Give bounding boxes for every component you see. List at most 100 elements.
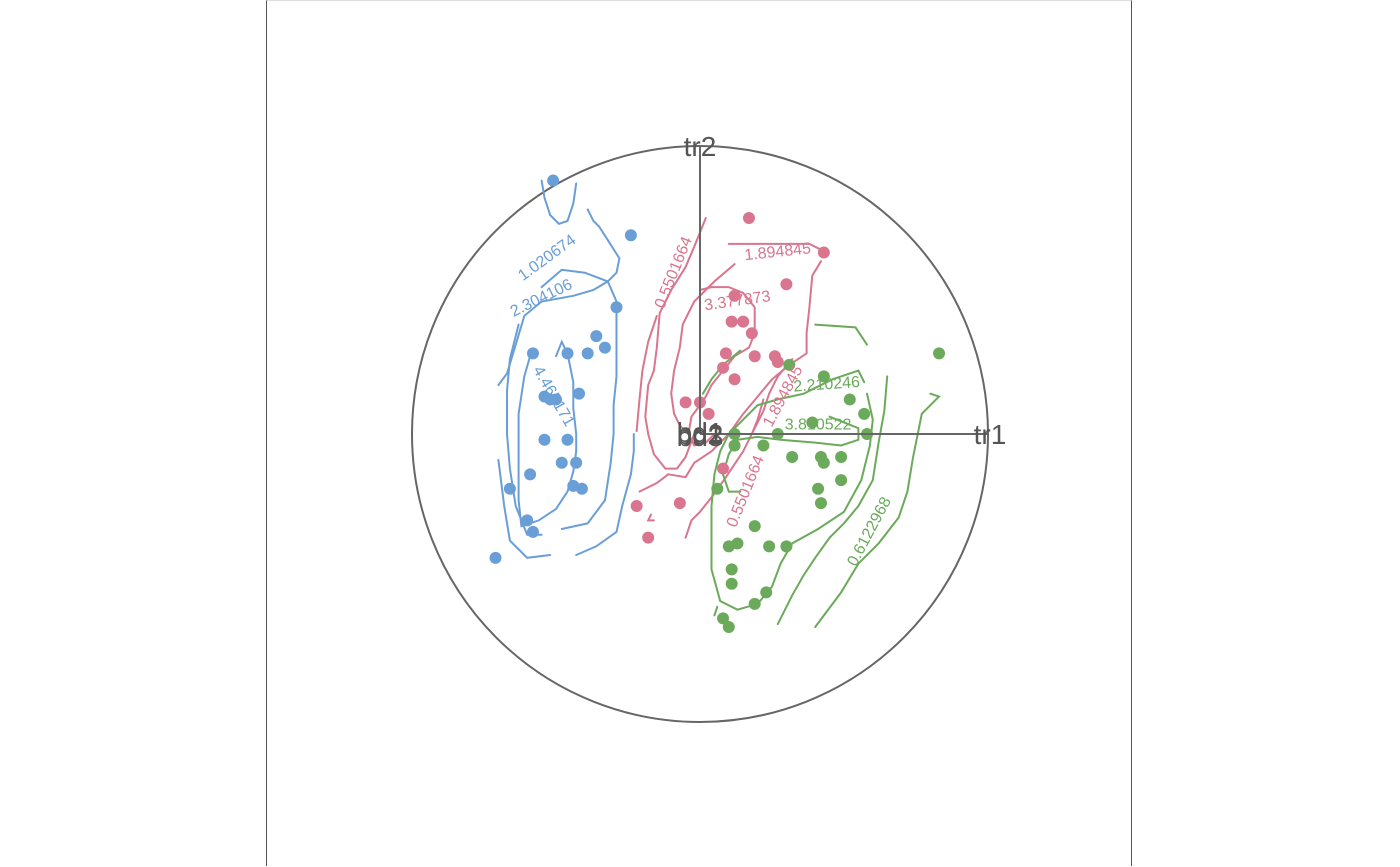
pink-contour-label: 1.894845 — [744, 240, 812, 264]
pink-contour-line — [638, 473, 670, 493]
blue-contour-line — [497, 458, 552, 559]
green-data-point — [711, 482, 724, 495]
pink-data-point — [642, 531, 655, 544]
blue-contour-label: 1.020674 — [515, 232, 579, 285]
green-contour-label: 3.810522 — [785, 417, 852, 434]
pink-data-point — [673, 497, 686, 510]
blue-data-point — [573, 387, 586, 400]
blue-data-point — [624, 229, 637, 242]
pink-data-point — [728, 373, 741, 386]
green-data-point — [835, 451, 848, 464]
pink-data-point — [745, 327, 758, 340]
pink-data-point — [725, 315, 738, 328]
pink-data-point — [737, 315, 750, 328]
pink-data-point — [717, 361, 730, 374]
blue-contour-line — [540, 268, 618, 530]
pink-contour-label: 0.5501664 — [652, 234, 696, 311]
green-contour-label: 2.210246 — [793, 374, 861, 396]
blue-data-point — [561, 347, 574, 360]
blue-data-point — [555, 456, 568, 469]
axis-label-tr1: tr1 — [974, 419, 1007, 450]
blue-data-point — [550, 393, 562, 406]
green-data-point — [717, 612, 730, 625]
green-data-point — [728, 439, 741, 452]
pink-contour-line — [684, 398, 765, 539]
blue-data-point — [570, 456, 583, 469]
plot-panel: tr1 tr2 bd1 bd2 bd3 1.020674 2.304106 4.465171… — [266, 0, 1132, 866]
green-data-point — [748, 520, 761, 533]
green-data-point — [760, 586, 773, 599]
pink-data-point — [679, 396, 692, 409]
green-data-point — [725, 577, 738, 590]
pink-data-point — [748, 350, 761, 363]
blue-data-point — [526, 525, 539, 538]
blue-contour-label: 2.304106 — [508, 276, 576, 321]
blue-contour-label: 4.465171 — [529, 363, 577, 429]
green-data-point — [814, 497, 827, 510]
green-data-point — [722, 620, 735, 633]
blue-contour-line — [540, 179, 578, 225]
blue-data-point — [590, 330, 603, 343]
blue-contour-line — [575, 433, 635, 556]
green-data-point — [763, 540, 776, 553]
blue-data-point — [503, 482, 516, 495]
pink-data-point — [702, 407, 715, 420]
blue-contour-line — [506, 323, 543, 536]
pink-contour-line — [646, 513, 655, 522]
axis-label-bd2: bd2 — [677, 419, 724, 450]
green-contour-line — [713, 605, 719, 617]
green-contour-line — [721, 415, 860, 493]
green-data-point — [725, 563, 738, 576]
green-data-point — [835, 474, 848, 487]
pink-contour-line — [750, 358, 794, 435]
blue-data-point — [610, 301, 623, 314]
green-data-point — [786, 451, 799, 464]
green-contour-line — [710, 369, 874, 611]
blue-data-point — [538, 433, 551, 446]
pink-data-point — [728, 289, 741, 302]
pink-contour-line — [670, 263, 736, 435]
pink-data-point — [780, 278, 793, 291]
blue-data-point — [561, 433, 574, 446]
green-data-point — [843, 393, 856, 406]
green-data-point — [812, 482, 825, 495]
pink-contour-line — [667, 260, 822, 479]
green-contour-line — [701, 349, 742, 395]
blue-data-point — [598, 341, 611, 354]
green-data-point — [780, 540, 793, 553]
green-data-point — [858, 407, 871, 420]
green-data-point — [806, 416, 819, 429]
blue-contour-line — [497, 208, 621, 386]
pink-contour-label: 3.377873 — [703, 288, 772, 314]
pink-data-point — [771, 356, 784, 368]
contour-layer — [497, 179, 941, 628]
blue-data-point — [526, 347, 539, 360]
pink-data-point — [817, 246, 830, 259]
blue-data-point — [581, 347, 594, 360]
green-data-point — [817, 370, 830, 383]
pink-data-point — [630, 500, 643, 512]
pink-data-point — [719, 347, 732, 360]
axis-label-bd1: bd1 — [677, 417, 724, 448]
green-data-point — [933, 347, 946, 360]
pink-contour-line — [635, 314, 658, 433]
blue-contour-line — [517, 339, 578, 528]
blue-data-point — [489, 551, 502, 564]
green-data-point — [783, 358, 796, 371]
axis-label-bd3: bd3 — [677, 421, 724, 452]
green-data-point — [817, 456, 830, 469]
pink-data-point — [742, 212, 755, 224]
blue-data-point — [575, 482, 588, 495]
blue-data-point — [547, 174, 560, 187]
blue-data-point — [521, 514, 534, 527]
green-data-point — [731, 537, 744, 550]
pink-contour-line — [727, 242, 822, 251]
green-contour-line — [814, 323, 868, 346]
green-contour-line — [814, 392, 941, 628]
green-contour-line — [776, 375, 889, 626]
blue-data-point — [524, 468, 537, 481]
green-data-point — [748, 597, 761, 610]
axis-label-tr2: tr2 — [684, 131, 717, 162]
